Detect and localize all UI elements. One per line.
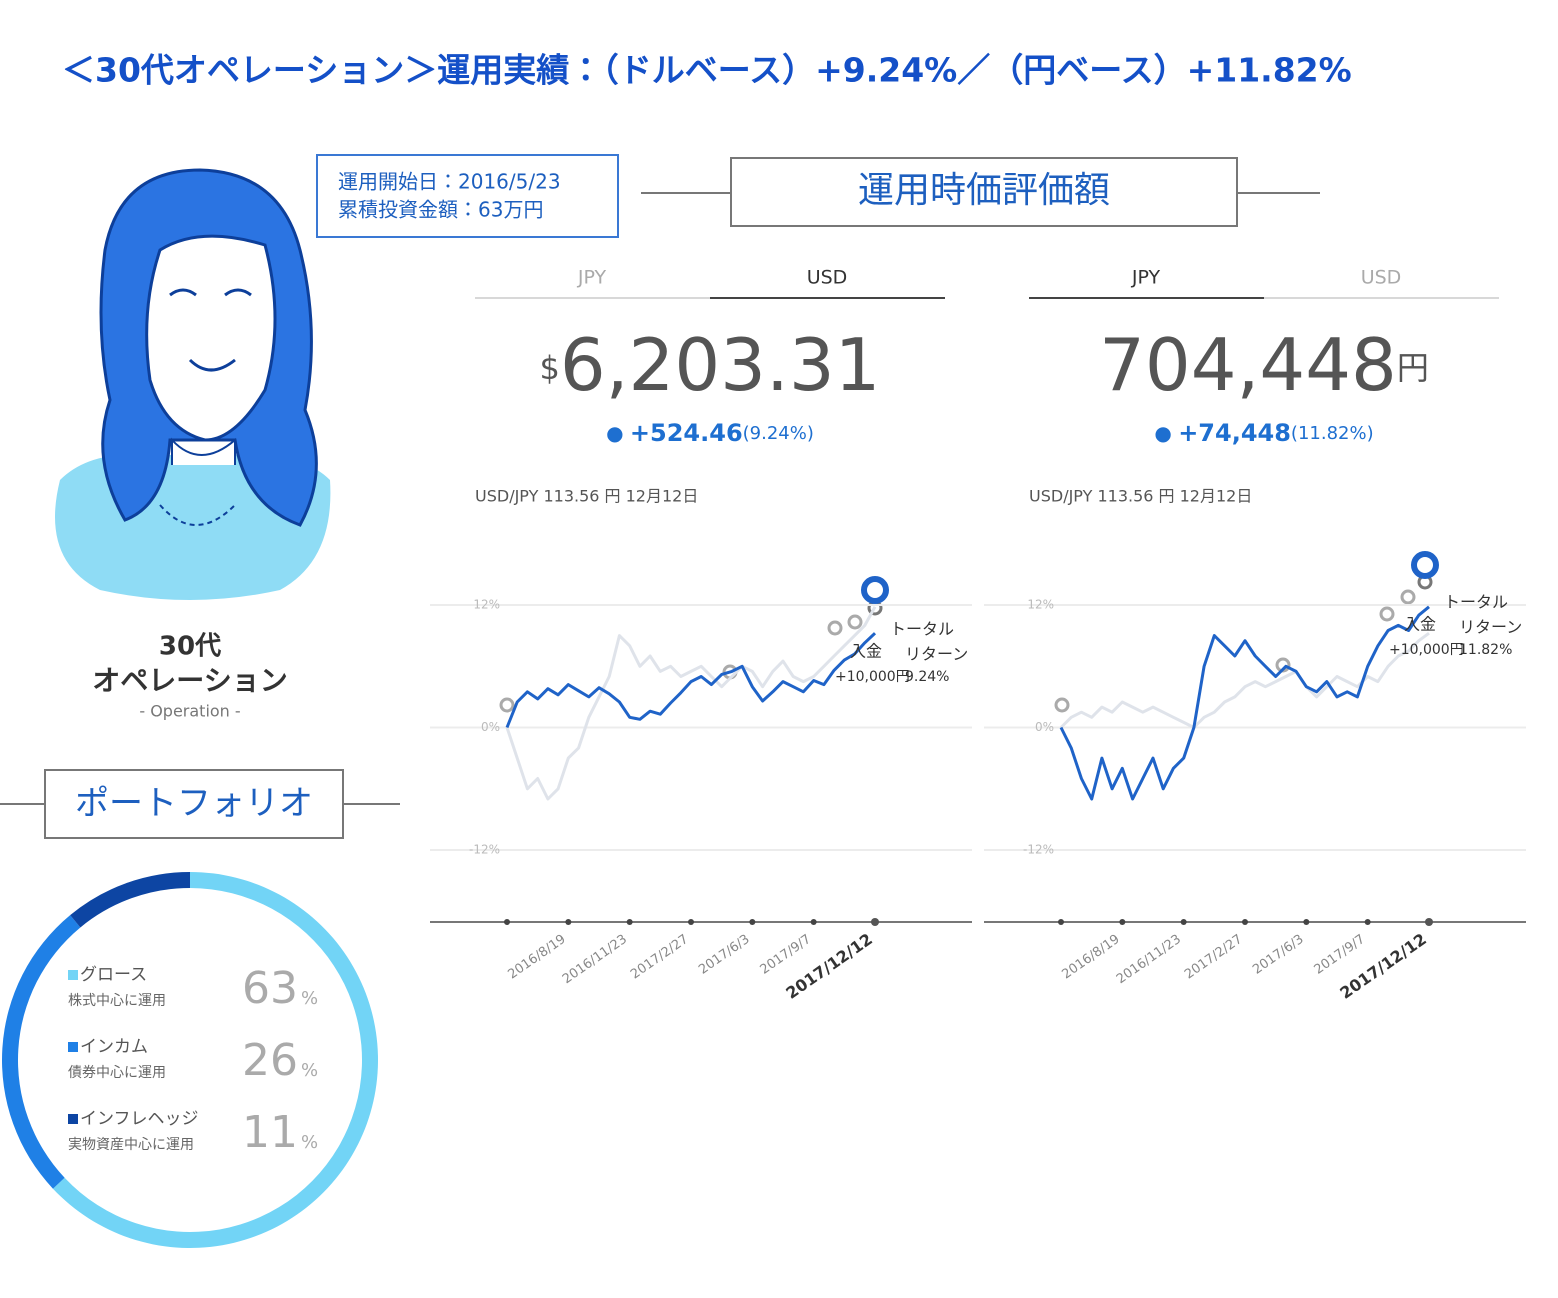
currency-tab[interactable]: JPY — [577, 267, 607, 289]
fx-rate: USD/JPY 113.56 円 12月12日 — [475, 487, 698, 506]
legend-name: グロース — [80, 965, 147, 985]
legend-description: 債券中心に運用 — [68, 1065, 166, 1081]
change-pct: (9.24%) — [743, 423, 814, 444]
info-box — [316, 154, 619, 238]
legend-unit: % — [301, 988, 318, 1009]
annotation: リターン — [1459, 618, 1522, 637]
legend-swatch — [68, 970, 78, 980]
change: ● +524.46(9.24%) — [606, 419, 814, 447]
x-tick-dot — [1180, 919, 1187, 925]
change-value: +524.46 — [630, 419, 743, 447]
legend-value: 11 — [242, 1107, 298, 1158]
x-tick-label: 2016/11/23 — [1114, 932, 1184, 987]
annotation: 入金 — [1404, 615, 1436, 634]
legend-name: インフレヘッジ — [80, 1109, 199, 1129]
donut-segment — [52, 872, 379, 1248]
donut-segment — [70, 872, 190, 928]
annotation: +10,000円 — [1389, 642, 1464, 658]
start-date: 運用開始日：2016/5/23 — [338, 170, 561, 194]
x-tick-dot — [1364, 919, 1371, 925]
persona-name-en: - Operation - — [139, 702, 240, 721]
legend-value: 63 — [242, 963, 298, 1014]
section-title: 運用時価評価額 — [858, 170, 1110, 211]
portfolio-title: ポートフォリオ — [75, 784, 313, 824]
donut-segment — [2, 915, 81, 1189]
portfolio-box — [44, 769, 344, 839]
change-bullet: ● — [1154, 421, 1178, 445]
currency-tab[interactable]: USD — [807, 267, 848, 289]
x-tick-dot — [1119, 919, 1126, 925]
amount: $6,203.31 — [540, 323, 881, 407]
y-tick-label: 0% — [481, 720, 500, 734]
x-tick-dot — [626, 919, 633, 925]
series-line — [505, 606, 877, 801]
legend-swatch — [68, 1114, 78, 1124]
currency-tab[interactable]: USD — [1361, 267, 1402, 289]
x-tick-dot — [565, 919, 572, 925]
y-tick-label: -12% — [1023, 843, 1054, 857]
y-tick-label: 12% — [1027, 598, 1054, 612]
annotation: +10,000円 — [835, 669, 910, 685]
x-tick-dot — [1058, 919, 1064, 925]
legend-swatch — [68, 1042, 78, 1052]
currency-prefix: $ — [540, 349, 560, 387]
change-bullet: ● — [606, 421, 630, 445]
legend-value: 26 — [242, 1035, 298, 1086]
annotation: 入金 — [850, 642, 882, 661]
y-tick-label: -12% — [469, 843, 500, 857]
amount-value: 704,448 — [1099, 323, 1397, 407]
x-tick-dot — [871, 918, 879, 926]
annotation: リターン — [905, 645, 968, 664]
annotation: 9.24% — [905, 669, 949, 685]
y-tick-label: 12% — [473, 598, 500, 612]
annotation: トータル — [890, 620, 954, 639]
x-tick-label: 2017/2/27 — [1182, 932, 1245, 983]
legend-description: 実物資産中心に運用 — [68, 1137, 194, 1153]
page-title: ＜30代オペレーション＞運用実績：（ドルベース）+9.24%／（円ベース）+11… — [62, 51, 1352, 90]
currency-tab[interactable]: JPY — [1131, 267, 1161, 289]
persona-name: オペレーション — [92, 664, 287, 697]
change: ● +74,448(11.82%) — [1154, 419, 1373, 447]
event-pins — [499, 551, 1439, 713]
legend-name: インカム — [80, 1037, 148, 1057]
x-tick-dot — [688, 919, 694, 925]
section-box — [730, 157, 1238, 227]
x-tick-dot — [504, 919, 510, 925]
x-tick-dot — [1303, 919, 1310, 925]
annotation: 11.82% — [1459, 642, 1512, 658]
persona-age: 30代 — [159, 632, 221, 662]
amount-value: 6,203.31 — [560, 323, 881, 407]
x-tick-dot — [810, 919, 817, 925]
x-tick-label: 2017/6/3 — [1250, 932, 1306, 978]
series-line — [1059, 631, 1430, 729]
series-line — [1059, 605, 1430, 801]
amount: 704,448円 — [1099, 323, 1429, 407]
x-tick-dot — [749, 919, 756, 925]
legend-unit: % — [301, 1060, 318, 1081]
x-tick-dot — [1242, 919, 1248, 925]
change-pct: (11.82%) — [1291, 423, 1374, 444]
annotation: トータル — [1444, 593, 1508, 612]
x-tick-label: 2017/2/27 — [628, 932, 691, 983]
x-tick-label: 2016/11/23 — [560, 932, 630, 987]
y-tick-label: 0% — [1035, 720, 1054, 734]
fx-rate: USD/JPY 113.56 円 12月12日 — [1029, 487, 1252, 506]
persona-illustration — [55, 168, 331, 600]
currency-suffix: 円 — [1397, 349, 1429, 387]
change-value: +74,448 — [1178, 419, 1291, 447]
x-tick-label: 2017/6/3 — [696, 932, 752, 978]
series-line — [505, 632, 877, 729]
legend-unit: % — [301, 1132, 318, 1153]
invested: 累積投資金額：63万円 — [338, 198, 543, 222]
legend-description: 株式中心に運用 — [68, 993, 166, 1009]
x-tick-dot — [1425, 918, 1433, 926]
